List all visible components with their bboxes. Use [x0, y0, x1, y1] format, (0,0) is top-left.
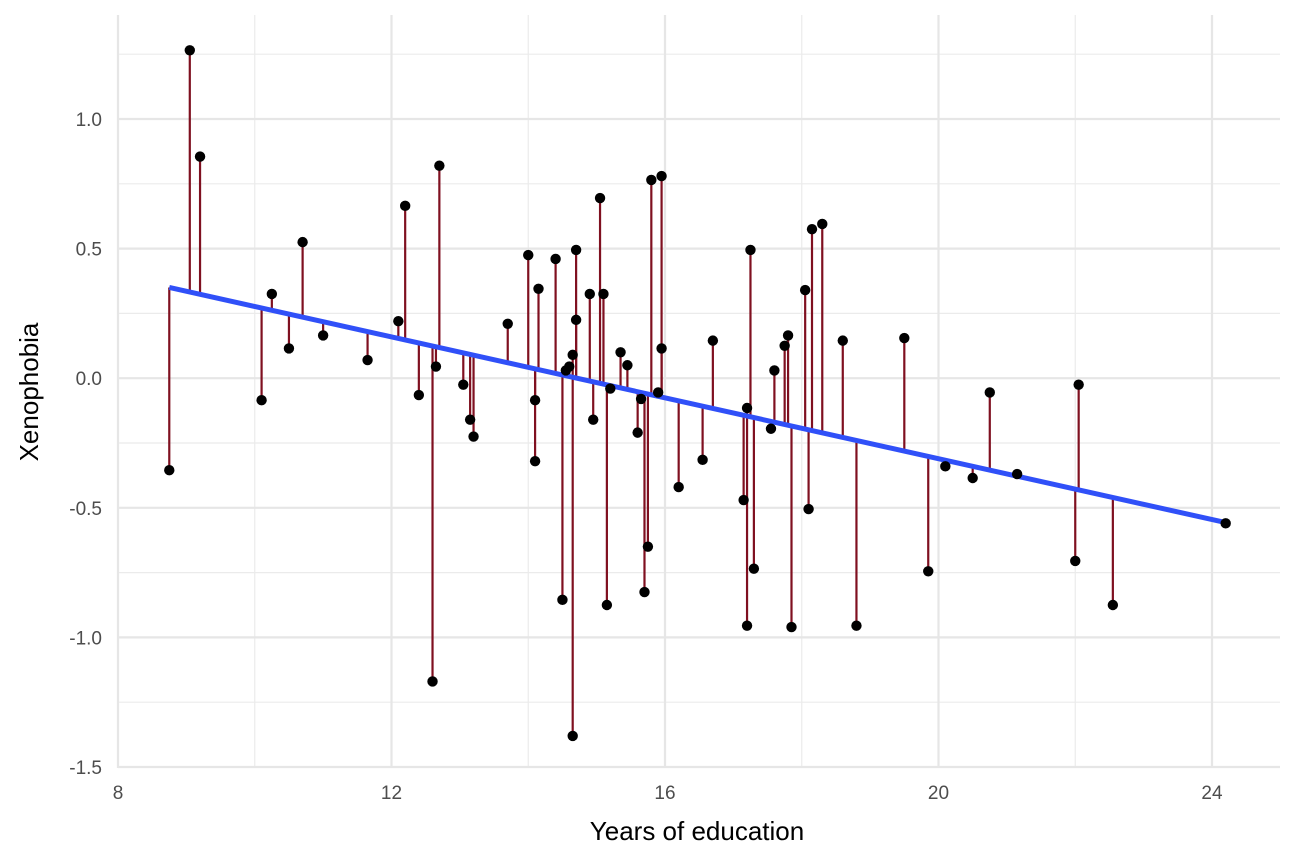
data-point — [707, 335, 719, 346]
data-point — [601, 599, 613, 611]
data-point — [399, 200, 411, 212]
data-point — [570, 244, 582, 256]
data-point — [567, 730, 578, 742]
data-point — [817, 218, 828, 230]
data-point — [741, 620, 753, 631]
y-tick-label: -1.0 — [69, 628, 102, 649]
data-point — [782, 330, 794, 341]
residual-segments — [168, 50, 1227, 736]
x-axis-title: Years of education — [590, 816, 804, 846]
y-tick-label: 0.0 — [76, 369, 102, 390]
data-point — [984, 387, 995, 398]
data-point — [533, 283, 544, 294]
data-point — [837, 335, 848, 346]
major-gridlines — [116, 15, 1280, 769]
y-tick-label: 0.5 — [76, 240, 102, 261]
data-point — [413, 389, 425, 401]
data-point — [803, 503, 814, 515]
regression-line-group — [168, 285, 1230, 526]
data-point — [1107, 599, 1119, 611]
data-point — [642, 541, 654, 552]
data-point — [317, 330, 329, 341]
data-point — [393, 315, 404, 327]
data-point — [741, 402, 753, 414]
data-point — [529, 395, 541, 406]
data-point — [656, 343, 667, 354]
data-point — [427, 676, 438, 687]
data-point — [605, 383, 616, 394]
data-point — [635, 393, 647, 405]
data-point — [598, 288, 609, 300]
x-tick-label: 16 — [654, 783, 675, 804]
x-tick-label: 24 — [1201, 783, 1223, 804]
data-point — [434, 160, 445, 171]
data-point — [786, 621, 797, 633]
data-point — [899, 332, 910, 344]
data-point — [567, 349, 578, 361]
data-point — [502, 318, 513, 329]
x-tick-label: 8 — [113, 783, 124, 804]
data-point — [297, 236, 308, 248]
data-point — [430, 361, 442, 372]
x-axis-ticks: 8 12 16 20 24 — [113, 783, 1223, 804]
data-point — [697, 454, 708, 466]
y-axis-ticks: -1.5 -1.0 -0.5 0.0 0.5 1.0 — [69, 110, 102, 779]
data-point — [940, 461, 951, 472]
data-point — [652, 387, 664, 398]
data-point — [529, 455, 541, 467]
data-point — [557, 594, 568, 606]
data-point — [468, 431, 479, 442]
data-point — [588, 414, 599, 425]
data-point — [745, 244, 756, 256]
data-point — [458, 379, 469, 390]
data-point — [851, 620, 862, 631]
data-point — [594, 192, 606, 204]
data-point — [184, 45, 195, 56]
y-tick-label: -0.5 — [69, 499, 102, 520]
data-point — [615, 347, 626, 358]
regression-line — [168, 285, 1230, 526]
data-point — [550, 253, 561, 265]
data-point — [806, 223, 818, 235]
data-point — [923, 566, 934, 577]
y-axis-title: Xenophobia — [14, 322, 44, 461]
data-point — [779, 340, 790, 351]
data-point — [1070, 555, 1081, 567]
data-point — [646, 174, 657, 186]
data-point — [632, 427, 643, 438]
data-points — [164, 45, 1231, 742]
y-tick-label: 1.0 — [76, 110, 102, 131]
data-point — [570, 314, 582, 326]
data-point — [769, 365, 780, 376]
y-tick-label: -1.5 — [69, 758, 102, 779]
data-point — [564, 361, 575, 372]
data-point — [266, 288, 278, 300]
x-tick-label: 20 — [928, 783, 949, 804]
data-point — [967, 472, 978, 484]
data-point — [1220, 518, 1231, 529]
data-point — [1011, 468, 1023, 480]
data-point — [194, 151, 206, 162]
data-point — [584, 288, 595, 300]
data-point — [765, 423, 777, 434]
data-point — [656, 170, 667, 182]
data-point — [673, 481, 684, 493]
data-point — [738, 494, 749, 506]
data-point — [622, 360, 633, 371]
data-point — [639, 586, 650, 598]
data-point — [523, 249, 534, 261]
data-point — [1073, 379, 1084, 390]
x-tick-label: 12 — [381, 783, 402, 804]
data-point — [256, 395, 267, 406]
data-point — [799, 284, 811, 296]
data-point — [164, 465, 175, 476]
data-point — [362, 354, 373, 366]
minor-gridlines — [118, 15, 1280, 768]
data-point — [748, 563, 760, 574]
data-point — [283, 343, 295, 354]
data-point — [464, 414, 476, 425]
